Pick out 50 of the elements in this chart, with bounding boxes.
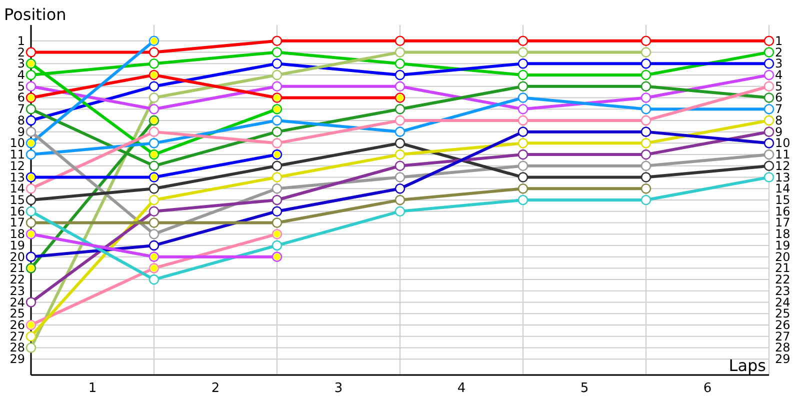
x-tick-label: 3 xyxy=(334,381,343,396)
y2-tick-label: 17 xyxy=(775,216,790,230)
y-tick-label: 21 xyxy=(10,261,25,276)
y-tick-label: 24 xyxy=(10,295,25,310)
y2-tick-label: 6 xyxy=(775,90,783,105)
y2-tick-label: 15 xyxy=(775,193,790,207)
y2-tick-label: 29 xyxy=(775,352,790,366)
x-tick-label: 4 xyxy=(457,381,466,396)
y-tick-label: 28 xyxy=(10,340,25,355)
y2-tick-label: 27 xyxy=(775,329,790,344)
y2-tick-label: 24 xyxy=(775,295,790,310)
y2-tick-label: 3 xyxy=(775,56,783,71)
y-tick-label: 14 xyxy=(10,182,25,196)
y-tick-label: 15 xyxy=(10,193,25,207)
y-tick-label: 6 xyxy=(17,90,25,105)
y2-tick-label: 28 xyxy=(775,340,790,355)
y2-tick-label: 10 xyxy=(775,136,790,150)
y-tick-label: 13 xyxy=(10,170,25,184)
y-tick-label: 17 xyxy=(10,216,25,230)
y-tick-label: 1 xyxy=(17,34,25,48)
y-tick-label: 2 xyxy=(17,45,25,60)
y-tick-label: 16 xyxy=(10,204,25,218)
y2-tick-label: 5 xyxy=(775,79,783,94)
y-tick-label: 10 xyxy=(10,136,25,150)
y-tick-label: 4 xyxy=(17,68,25,82)
y2-tick-label: 21 xyxy=(775,261,790,276)
y2-tick-label: 1 xyxy=(775,34,783,48)
x-tick-label: 1 xyxy=(88,381,97,396)
y-tick-label: 3 xyxy=(17,56,25,71)
y2-tick-label: 16 xyxy=(775,204,790,218)
y-tick-label: 29 xyxy=(10,352,25,366)
y2-tick-label: 2 xyxy=(775,45,783,60)
y-axis-title: Position xyxy=(4,5,66,24)
y2-tick-label: 13 xyxy=(775,170,790,184)
x-tick-label: 2 xyxy=(211,381,220,396)
y2-tick-label: 20 xyxy=(775,250,790,264)
y-tick-label: 9 xyxy=(17,124,25,139)
y2-tick-label: 25 xyxy=(775,306,790,321)
y-tick-label: 26 xyxy=(10,318,25,332)
y-tick-label: 25 xyxy=(10,306,25,321)
y2-tick-label: 26 xyxy=(775,318,790,332)
x-tick-label: 6 xyxy=(703,381,712,396)
x-tick-label: 5 xyxy=(580,381,589,396)
x-axis-title: Laps xyxy=(728,356,766,375)
y-tick-label: 5 xyxy=(17,79,25,94)
y2-tick-label: 4 xyxy=(775,68,783,82)
y-tick-label: 27 xyxy=(10,329,25,344)
y-tick-label: 20 xyxy=(10,250,25,264)
y2-tick-label: 9 xyxy=(775,124,783,139)
y2-tick-label: 14 xyxy=(775,182,790,196)
